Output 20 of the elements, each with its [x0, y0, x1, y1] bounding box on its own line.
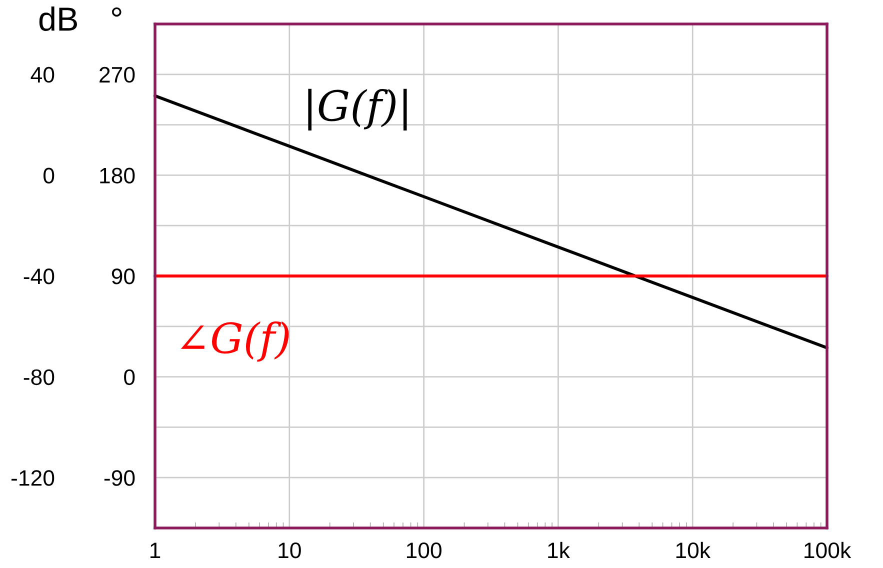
y-tick-label: -120	[12, 470, 54, 486]
y2-tick-label: -90	[104, 470, 135, 486]
x-tick-label: 10	[278, 542, 301, 558]
y2-axis-title: °	[112, 7, 122, 17]
y-tick-label: 0	[44, 168, 54, 184]
y2-tick-label: 180	[100, 168, 135, 184]
y-tick-label: -80	[24, 369, 54, 386]
x-tick-label: 1k	[548, 542, 570, 558]
y-tick-label: 40	[30, 66, 54, 83]
y-axis-title: dB	[39, 6, 78, 31]
x-tick-label: 100	[406, 542, 442, 558]
x-tick-label: 10k	[676, 542, 711, 558]
series-label: |G(f)|	[308, 88, 407, 131]
y2-tick-label: 270	[100, 66, 135, 83]
y2-tick-label: 90	[112, 268, 135, 284]
y-tick-label: -40	[24, 268, 54, 284]
x-tick-label: 100k	[804, 542, 852, 558]
x-tick-label: 1	[150, 542, 160, 558]
y2-tick-label: 0	[124, 369, 135, 386]
series-label: ∠G(f)	[180, 321, 289, 362]
